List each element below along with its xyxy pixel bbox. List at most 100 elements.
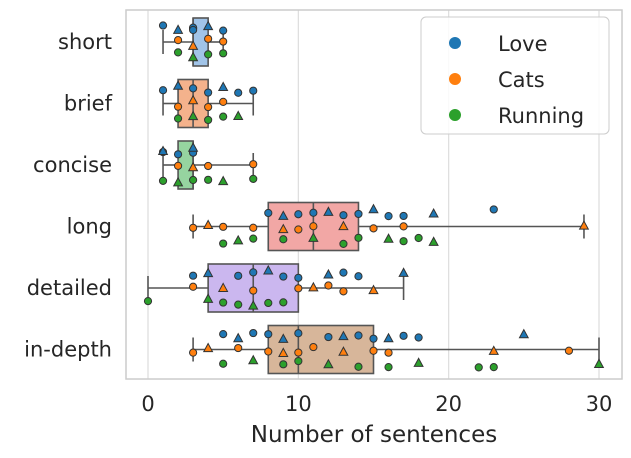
point-cats-long [399,222,408,231]
point-running-in-depth [248,354,259,365]
point-running-short [173,48,183,57]
legend-label-cats: Cats [498,68,545,92]
point-love-brief [249,86,258,95]
point-cats-short [219,37,228,46]
point-love-brief [158,86,168,95]
point-love-short [202,20,214,31]
y-tick-label-short: short [58,30,112,54]
point-running-detailed [234,300,243,309]
point-love-detailed [202,267,214,278]
point-running-long [428,236,439,246]
point-cats-long [369,224,378,233]
point-love-brief [234,88,243,97]
point-love-long [428,207,439,218]
point-cats-short [187,40,199,50]
legend-marker-running [449,109,461,121]
point-running-concise [172,176,184,187]
point-love-in-depth [338,330,349,341]
point-running-long [219,239,228,248]
point-cats-long [219,222,228,231]
point-cats-long [578,220,590,230]
point-cats-brief [219,97,228,106]
point-cats-brief [187,94,199,105]
point-cats-in-depth [338,346,349,356]
point-cats-in-depth [294,348,303,357]
point-love-detailed [249,268,258,277]
point-love-in-depth [294,329,303,338]
point-running-detailed [219,298,228,307]
point-cats-concise [187,161,199,172]
point-love-detailed [279,272,288,281]
point-running-in-depth [384,363,393,372]
point-running-short [219,49,228,58]
plot-area-frame [125,9,623,380]
point-cats-in-depth [564,346,574,355]
point-love-long [489,205,498,214]
point-running-in-depth [279,360,288,369]
point-cats-brief [173,102,183,111]
point-running-long [249,234,258,243]
point-running-in-depth [593,358,605,368]
points-layer [143,20,605,372]
point-love-detailed [339,268,348,277]
point-love-long [323,206,334,216]
point-cats-long [189,223,198,232]
point-running-in-depth [294,356,303,366]
point-cats-concise [204,161,213,171]
point-love-in-depth [324,332,333,342]
point-cats-in-depth [189,348,198,357]
point-love-in-depth [354,331,363,340]
x-tick-label-10: 10 [285,392,312,416]
point-running-brief [204,115,213,125]
point-cats-concise [249,160,258,169]
y-tick-label-concise: concise [33,153,112,177]
point-cats-in-depth [264,347,273,356]
point-love-long [264,208,273,218]
point-love-in-depth [232,332,244,343]
point-cats-detailed [217,282,229,292]
point-love-in-depth [414,333,423,342]
point-running-in-depth [219,359,228,368]
point-running-detailed [143,297,153,306]
legend-label-running: Running [498,104,584,128]
point-running-detailed [264,298,273,308]
point-love-short [158,21,168,30]
point-cats-long [338,220,349,231]
point-running-long [232,234,244,245]
point-love-short [172,24,184,34]
point-running-detailed [248,300,259,310]
point-love-concise [173,150,183,159]
point-cats-in-depth [309,342,318,352]
point-cats-in-depth [369,346,378,355]
point-love-long [309,208,318,217]
point-running-in-depth [413,357,424,367]
legend-marker-love [449,37,461,49]
point-love-short [189,25,198,35]
point-love-long [399,211,408,221]
point-love-concise [157,145,169,156]
y-tick-label-in-depth: in-depth [24,338,112,362]
point-cats-detailed [189,282,198,291]
point-running-brief [232,110,244,120]
point-cats-in-depth [202,342,214,353]
point-running-in-depth [323,358,334,369]
point-running-detailed [202,293,214,303]
point-love-detailed [263,264,274,275]
point-love-long [354,209,363,219]
point-cats-long [202,219,214,230]
point-running-in-depth [474,363,483,372]
point-love-brief [204,88,213,97]
point-cats-short [173,36,183,45]
point-running-in-depth [489,363,498,372]
point-running-concise [204,175,213,184]
point-love-detailed [189,271,198,280]
x-tick-label-20: 20 [435,392,462,416]
point-running-long [399,237,408,246]
y-tick-label-long: long [67,215,112,239]
point-love-long [339,211,348,220]
y-tick-label-detailed: detailed [27,276,112,300]
legend-label-love: Love [498,32,548,56]
y-tick-labels: short brief concise long detailed in-depth [24,30,112,362]
point-running-long [308,232,319,242]
